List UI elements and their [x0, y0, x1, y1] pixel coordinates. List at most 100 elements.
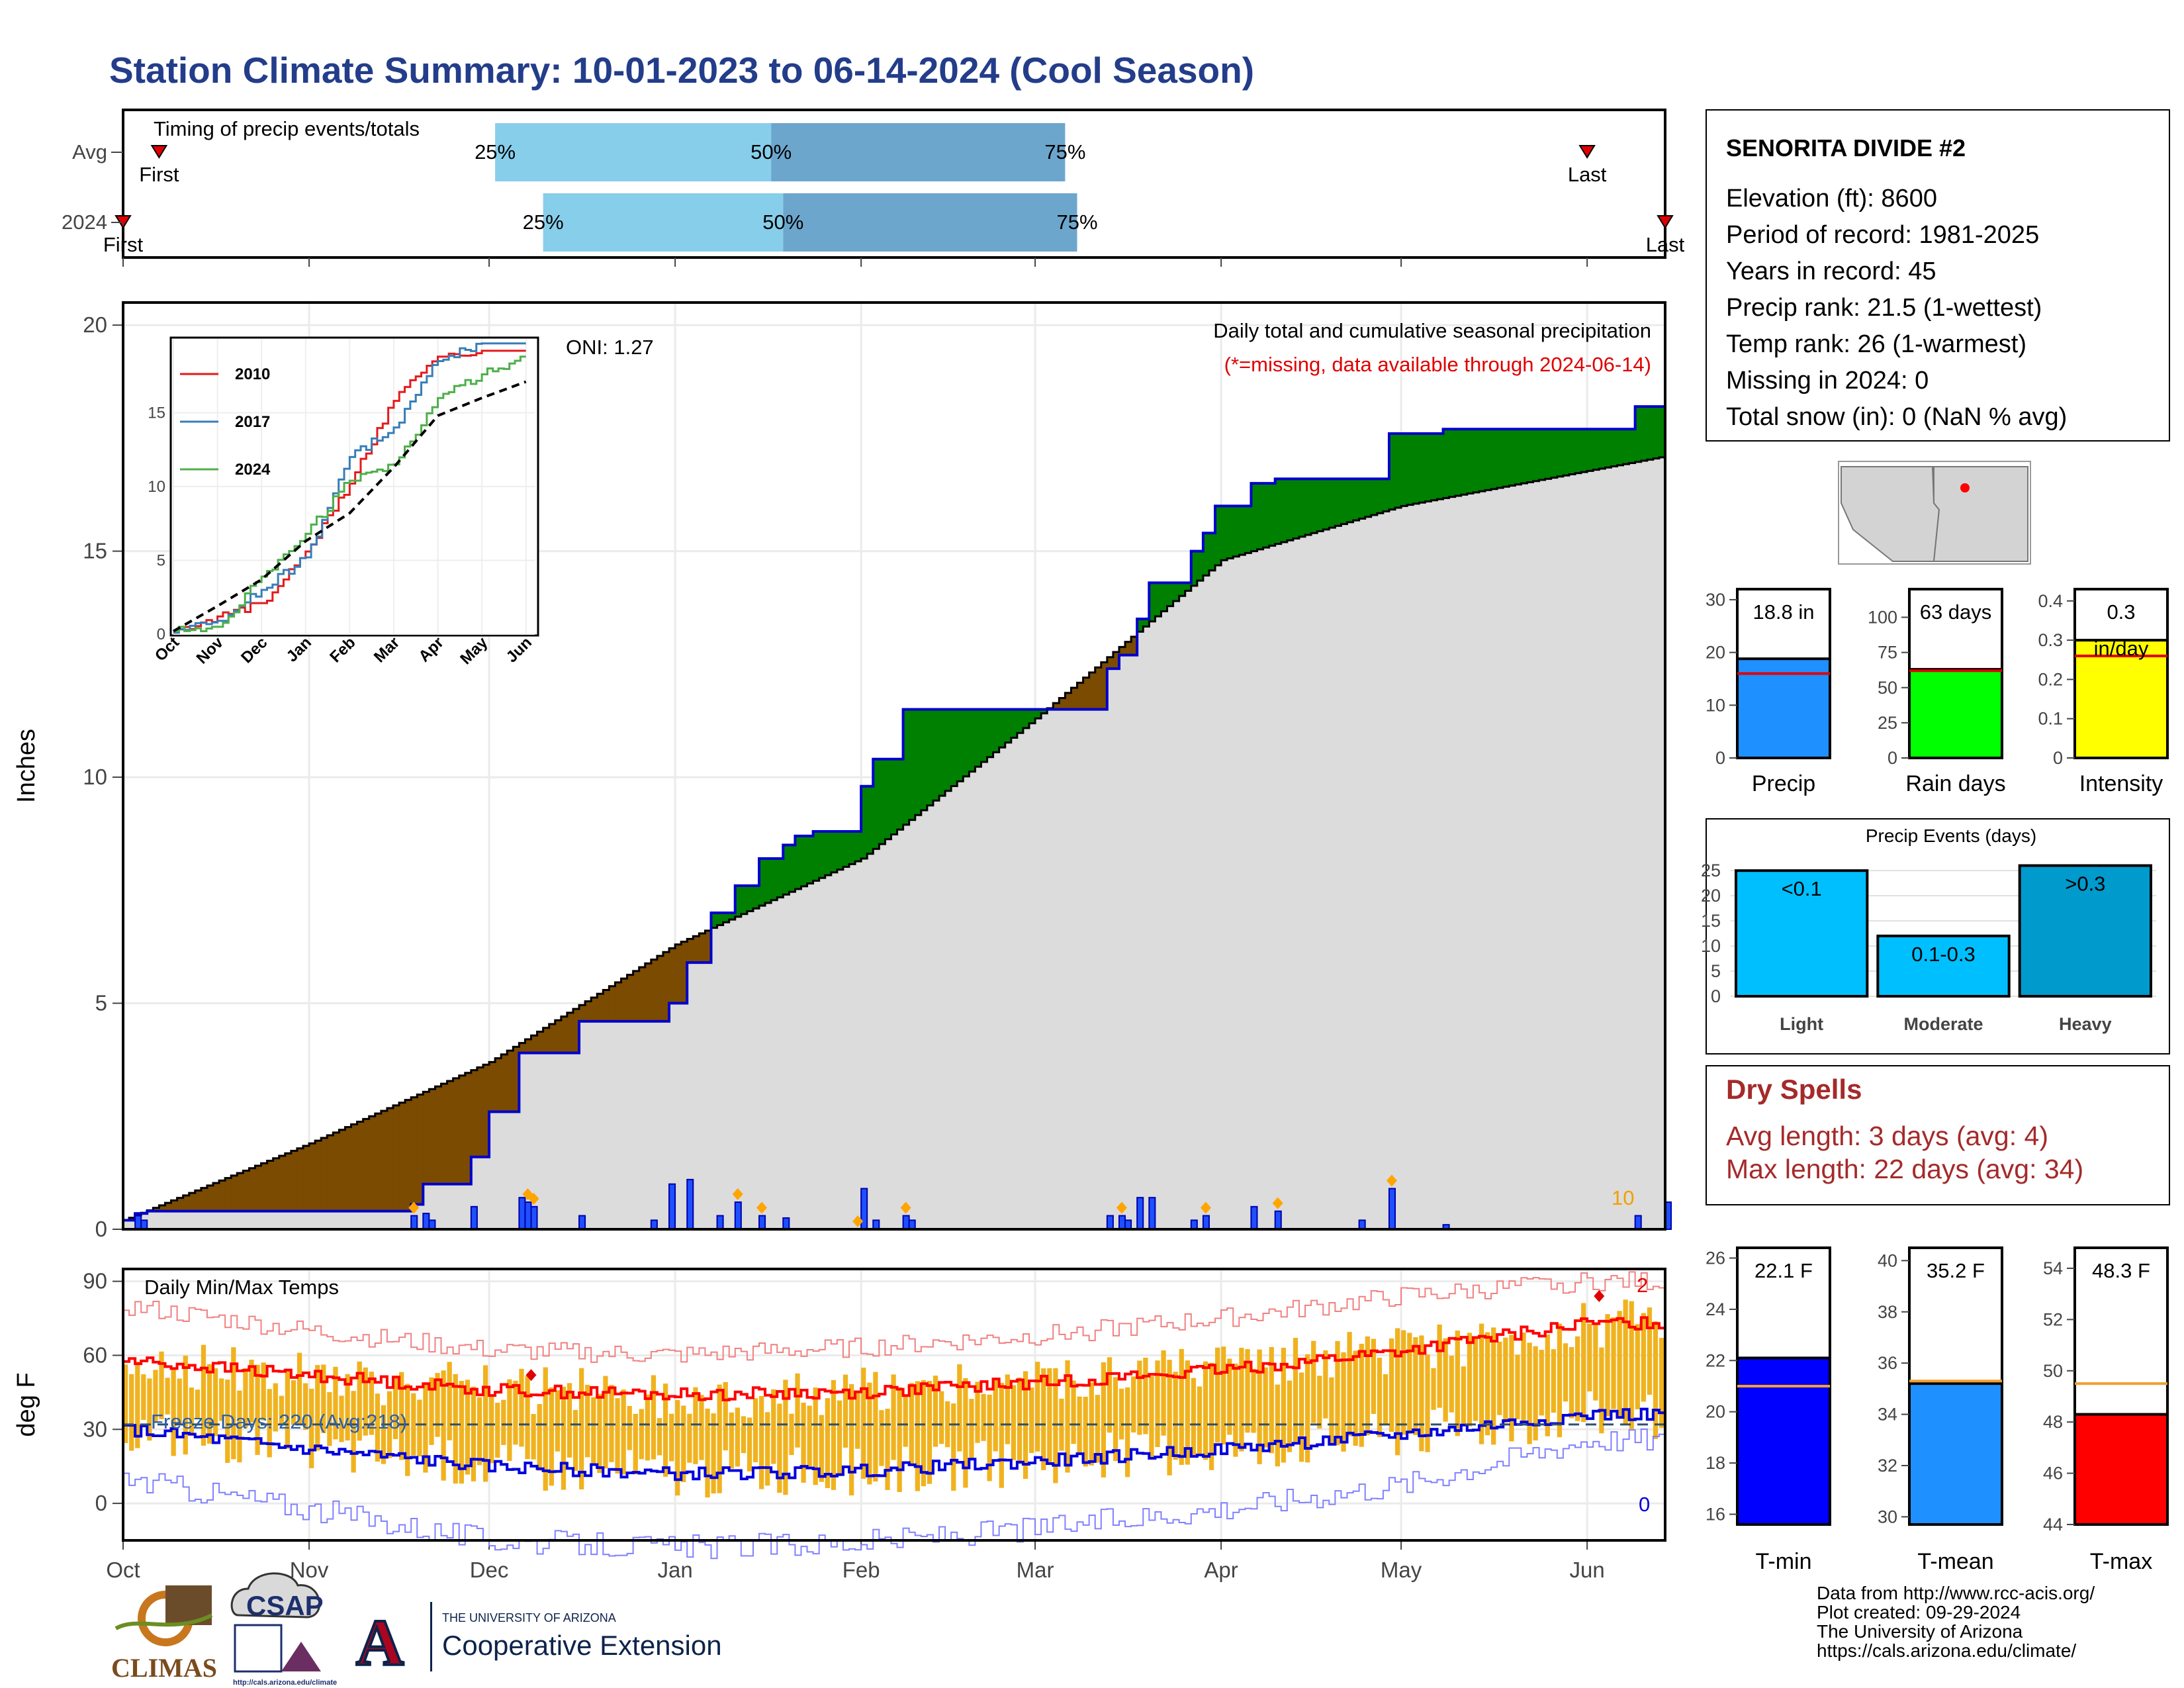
above-normal-fill	[813, 831, 820, 881]
mini-ytick-label: 20	[1706, 1402, 1725, 1422]
above-normal-fill	[891, 759, 898, 835]
above-normal-fill	[1425, 434, 1432, 502]
above-normal-fill	[867, 786, 874, 854]
above-normal-fill	[1467, 429, 1474, 494]
normal-fill	[1473, 492, 1480, 1229]
normal-fill	[1167, 606, 1174, 1229]
normal-fill	[333, 1211, 340, 1229]
normal-fill	[747, 911, 754, 1229]
daily-temp-bar	[717, 1384, 722, 1493]
daily-temp-bar	[1419, 1335, 1424, 1452]
normal-fill	[1017, 733, 1024, 1229]
daily-temp-bar	[687, 1413, 692, 1463]
events-title: Precip Events (days)	[1866, 825, 2036, 846]
above-normal-fill	[987, 709, 994, 757]
daily-temp-bar	[189, 1387, 194, 1436]
below-normal-fill	[639, 967, 646, 1021]
normal-fill	[759, 906, 766, 1229]
daily-temp-bar	[1131, 1376, 1136, 1432]
below-normal-fill	[392, 1105, 400, 1211]
above-normal-fill	[1521, 429, 1528, 484]
below-normal-fill	[327, 1135, 334, 1211]
daily-temp-bar	[675, 1399, 680, 1496]
normal-fill	[1125, 655, 1132, 1229]
below-normal-fill	[471, 1070, 478, 1157]
daily-temp-bar	[813, 1387, 818, 1485]
daily-temp-bar	[1047, 1368, 1052, 1463]
below-normal-fill	[567, 1012, 574, 1053]
normal-fill	[315, 1211, 322, 1229]
daily-precip-bar	[1190, 1219, 1198, 1230]
normal-fill	[705, 962, 712, 1229]
below-normal-fill	[603, 990, 610, 1021]
daily-temp-bar	[405, 1383, 410, 1476]
normal-fill	[567, 1053, 574, 1229]
above-normal-fill	[1191, 551, 1198, 586]
logos: CLIMAS CSAP http://cals.arizona.edu/clim…	[111, 1572, 722, 1687]
normal-fill	[309, 1211, 316, 1229]
above-normal-fill	[1395, 434, 1402, 508]
normal-fill	[1197, 581, 1204, 1229]
daily-temp-bar	[1413, 1336, 1418, 1436]
mini-ytick-label: 40	[1878, 1250, 1897, 1270]
below-normal-fill	[501, 1054, 508, 1112]
daily-temp-bar	[1653, 1321, 1659, 1439]
temp-xtick-label: Apr	[1204, 1558, 1238, 1582]
daily-temp-bar	[1521, 1332, 1526, 1422]
station-location-marker	[1960, 483, 1970, 492]
normal-fill	[459, 1184, 466, 1229]
normal-fill	[633, 1021, 640, 1229]
below-normal-fill	[1071, 688, 1078, 710]
normal-fill	[675, 1003, 682, 1229]
station-line: Temp rank: 26 (1-warmest)	[1726, 330, 2026, 358]
above-normal-fill	[963, 709, 970, 776]
daily-temp-bar	[1443, 1338, 1448, 1422]
normal-fill	[1191, 585, 1198, 1229]
events-category-label: Light	[1780, 1014, 1823, 1034]
temp-panel: 0 30 60 90 Oct Nov Dec Jan Feb Mar Apr May Jun Daily…	[13, 1268, 1666, 1582]
below-normal-fill	[1125, 641, 1132, 655]
daily-temp-bar	[1118, 1388, 1124, 1440]
daily-temp-bar	[453, 1374, 458, 1484]
daily-precip-bar	[1250, 1205, 1258, 1230]
daily-temp-bar	[429, 1377, 434, 1445]
daily-precip-bar	[902, 1215, 910, 1231]
above-normal-fill	[1485, 429, 1492, 491]
daily-temp-bar	[1107, 1357, 1113, 1433]
normal-fill	[681, 1003, 688, 1229]
daily-temp-bar	[285, 1369, 291, 1449]
below-normal-fill	[1077, 682, 1084, 710]
normal-fill	[1479, 491, 1486, 1229]
above-normal-fill	[1221, 506, 1228, 561]
normal-fill	[729, 919, 736, 1229]
above-normal-fill	[801, 835, 808, 886]
daily-temp-bar	[981, 1393, 986, 1441]
timing-first-label: First	[139, 163, 179, 186]
daily-temp-bar	[921, 1380, 927, 1487]
mini-value-bar	[1736, 657, 1831, 759]
normal-fill	[627, 1021, 634, 1229]
above-normal-fill	[1388, 434, 1396, 510]
normal-fill	[183, 1211, 190, 1229]
normal-fill	[1118, 655, 1126, 1229]
daily-temp-bar	[867, 1382, 872, 1485]
below-normal-fill	[285, 1153, 292, 1211]
below-normal-fill	[1083, 677, 1090, 710]
mini-value-bar	[1908, 668, 2003, 759]
above-normal-fill	[777, 859, 784, 898]
station-name: SENORITA DIVIDE #2	[1726, 134, 1966, 162]
normal-fill	[1173, 600, 1180, 1229]
daily-precip-bar	[872, 1219, 880, 1230]
normal-fill	[801, 886, 808, 1229]
above-normal-fill	[1497, 429, 1504, 488]
above-normal-fill	[1455, 429, 1462, 496]
locator-map	[1838, 461, 2031, 565]
normal-fill	[813, 880, 820, 1229]
daily-temp-bar	[771, 1389, 776, 1464]
above-normal-fill	[885, 759, 892, 839]
daily-temp-bar	[1197, 1386, 1203, 1456]
normal-fill	[717, 925, 724, 1229]
daily-temp-bar	[296, 1352, 302, 1424]
daily-temp-bar	[752, 1398, 758, 1462]
